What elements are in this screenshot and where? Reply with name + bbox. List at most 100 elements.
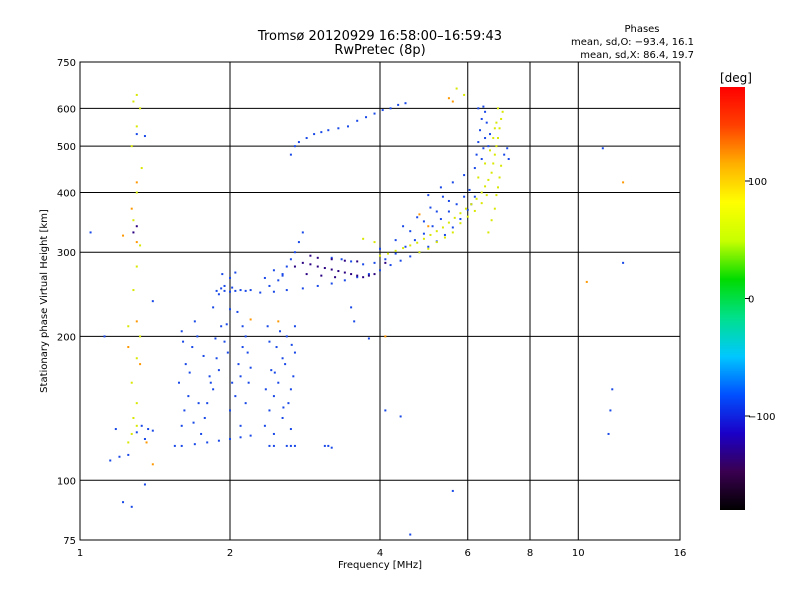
stats-line-x: mean, sd,X: 86.4, 19.7: [580, 50, 694, 61]
data-point: [435, 210, 438, 213]
data-point: [399, 415, 402, 418]
data-point: [200, 432, 203, 435]
data-point: [206, 402, 209, 405]
x-tick-label: 1: [77, 548, 83, 559]
data-point: [482, 105, 485, 108]
data-point: [309, 254, 312, 257]
data-point: [496, 186, 499, 189]
data-point: [447, 97, 450, 100]
data-point: [439, 218, 442, 221]
data-point: [229, 409, 231, 412]
data-point: [249, 318, 252, 321]
data-point: [367, 337, 370, 340]
data-point: [503, 153, 506, 156]
data-point: [223, 340, 226, 343]
data-point: [409, 244, 412, 247]
data-point: [268, 409, 271, 412]
data-point: [268, 444, 271, 447]
data-point: [135, 133, 138, 136]
data-point: [320, 131, 323, 134]
data-point: [346, 125, 349, 128]
data-point: [463, 93, 466, 96]
data-point: [480, 202, 483, 205]
data-point: [290, 343, 293, 346]
data-point: [217, 369, 220, 372]
data-point: [130, 207, 133, 210]
data-point: [422, 220, 425, 223]
data-point: [473, 195, 476, 198]
data-point: [135, 424, 138, 427]
data-point: [272, 269, 275, 272]
data-point: [139, 244, 142, 247]
data-point: [487, 231, 490, 234]
colorbar-tick-label: −100: [748, 412, 775, 423]
data-point: [431, 225, 434, 228]
data-point: [293, 444, 296, 447]
data-point: [463, 195, 466, 198]
data-point: [246, 351, 249, 354]
data-point: [384, 258, 387, 261]
data-point: [188, 371, 191, 374]
x-tick-label: 4: [377, 548, 383, 559]
data-point: [187, 395, 190, 398]
data-point: [127, 441, 130, 444]
data-point: [193, 443, 196, 446]
data-point: [193, 320, 196, 323]
data-point: [337, 270, 340, 273]
data-point: [241, 346, 244, 349]
data-point: [455, 203, 458, 206]
data-point: [490, 171, 493, 174]
data-point: [455, 87, 458, 90]
data-point: [275, 346, 278, 349]
data-point: [334, 276, 337, 279]
data-point: [184, 363, 187, 366]
data-point: [305, 137, 308, 140]
data-point: [289, 428, 292, 431]
data-point: [223, 284, 226, 287]
data-point: [122, 234, 125, 237]
data-point: [313, 133, 316, 136]
data-point: [501, 110, 504, 113]
data-point: [384, 261, 387, 264]
data-point: [135, 402, 138, 405]
data-point: [215, 289, 218, 292]
stats-line-o: mean, sd,O: −93.4, 16.1: [571, 37, 694, 48]
y-axis-label: Stationary phase Virtual Height [km]: [39, 209, 50, 393]
data-point: [585, 280, 588, 283]
data-point: [487, 145, 490, 148]
data-point: [492, 162, 495, 165]
data-point: [477, 176, 480, 179]
y-tick-label: 600: [57, 104, 76, 115]
data-point: [285, 335, 288, 338]
data-point: [135, 431, 138, 434]
data-point: [330, 282, 333, 285]
data-point: [309, 263, 312, 266]
data-point: [418, 251, 421, 254]
data-point: [212, 388, 215, 391]
data-point: [135, 125, 138, 128]
data-point: [281, 273, 284, 276]
data-point: [316, 284, 319, 287]
data-point: [493, 207, 496, 210]
data-point: [330, 256, 333, 259]
data-point: [239, 424, 242, 427]
data-point: [384, 409, 387, 412]
data-point: [244, 335, 247, 338]
data-point: [402, 247, 405, 250]
data-point: [130, 381, 133, 384]
data-points: [89, 87, 625, 536]
data-point: [293, 325, 296, 328]
data-point: [330, 446, 333, 449]
data-point: [220, 325, 223, 328]
data-point: [323, 444, 326, 447]
data-point: [362, 263, 365, 266]
data-point: [305, 273, 308, 276]
data-point: [343, 271, 346, 274]
data-point: [244, 402, 247, 405]
data-point: [140, 167, 143, 170]
data-point: [293, 265, 296, 268]
data-point: [422, 232, 425, 235]
data-point: [282, 406, 285, 409]
data-point: [135, 225, 138, 228]
data-point: [394, 239, 397, 242]
